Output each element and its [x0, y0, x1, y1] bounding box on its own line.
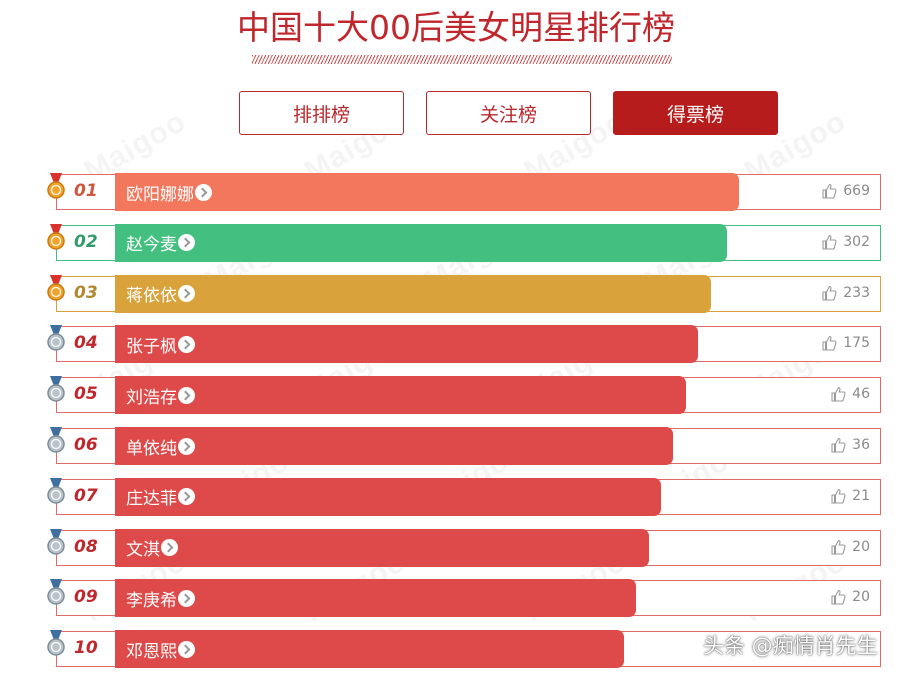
rank-number: 09 — [74, 587, 98, 608]
rank-bar: 赵今麦 — [115, 223, 727, 262]
chevron-right-icon[interactable] — [161, 539, 178, 557]
star-name-link[interactable]: 蒋依依 — [126, 286, 177, 307]
chevron-right-icon[interactable] — [178, 640, 195, 658]
star-name-link[interactable]: 赵今麦 — [126, 235, 177, 256]
gold-medal-icon — [46, 223, 66, 252]
rank-row[interactable]: 04 张子枫 175 — [46, 325, 886, 365]
star-name-link[interactable]: 张子枫 — [126, 336, 177, 357]
page-title: 中国十大00后美女明星排行榜 — [237, 8, 675, 47]
vote-count-value: 21 — [852, 487, 870, 504]
rank-row[interactable]: 08 文淇 20 — [46, 528, 886, 569]
rank-number: 10 — [74, 638, 98, 659]
rank-number: 05 — [74, 384, 98, 405]
ranking-tabs: 排排榜 关注榜 得票榜 — [0, 91, 912, 137]
gold-medal-icon — [46, 173, 66, 201]
vote-count-value: 20 — [852, 538, 870, 555]
thumbs-up-icon[interactable] — [830, 488, 846, 504]
rank-number: 02 — [74, 231, 98, 252]
vote-count[interactable]: 669 — [821, 183, 870, 199]
tab-paipaibang[interactable]: 排排榜 — [239, 91, 404, 135]
gold-medal-icon — [46, 274, 66, 303]
credit-watermark: 头条 @痴情肖先生 — [703, 634, 878, 658]
vote-count-value: 46 — [852, 386, 870, 403]
rank-row[interactable]: 06 单依纯 36 — [46, 427, 886, 467]
thumbs-up-icon[interactable] — [821, 285, 837, 301]
rank-bar: 单依纯 — [115, 427, 673, 465]
star-name-link[interactable]: 庄达菲 — [126, 489, 177, 510]
chevron-right-icon[interactable] — [178, 437, 195, 455]
silver-medal-icon — [46, 427, 66, 455]
rank-bar: 张子枫 — [115, 325, 698, 364]
vote-count-value: 669 — [843, 183, 870, 199]
rank-bar: 欧阳娜娜 — [115, 173, 739, 211]
chevron-right-icon[interactable] — [195, 183, 212, 201]
rank-number: 04 — [74, 333, 98, 354]
chevron-right-icon[interactable] — [178, 285, 195, 303]
thumbs-up-icon[interactable] — [830, 539, 846, 555]
silver-medal-icon — [46, 376, 66, 404]
silver-medal-icon — [46, 630, 66, 658]
title-decoration — [252, 55, 672, 64]
vote-count-value: 302 — [843, 233, 870, 250]
star-name-link[interactable]: 李庚希 — [126, 590, 177, 611]
star-name-link[interactable]: 刘浩存 — [126, 387, 177, 408]
rank-number: 07 — [74, 485, 98, 506]
rank-row[interactable]: 01 欧阳娜娜 669 — [46, 173, 886, 213]
thumbs-up-icon[interactable] — [821, 335, 837, 351]
chevron-right-icon[interactable] — [178, 589, 195, 607]
vote-count-value: 175 — [843, 335, 870, 352]
silver-medal-icon — [46, 528, 66, 557]
rank-bar: 庄达菲 — [115, 477, 661, 516]
chevron-right-icon[interactable] — [178, 335, 195, 353]
rank-number: 08 — [74, 536, 98, 557]
rank-row[interactable]: 05 刘浩存 46 — [46, 376, 886, 416]
rank-row[interactable]: 10 邓恩熙 — [46, 630, 886, 670]
rank-number: 06 — [74, 435, 98, 455]
vote-count[interactable]: 175 — [821, 335, 870, 351]
rank-number: 03 — [74, 282, 98, 303]
vote-count-value: 20 — [852, 589, 870, 606]
vote-count-value: 36 — [852, 437, 870, 453]
vote-count[interactable]: 20 — [830, 539, 870, 555]
chevron-right-icon[interactable] — [178, 234, 195, 252]
rank-bar: 文淇 — [115, 528, 649, 567]
rank-number: 01 — [74, 181, 98, 201]
vote-count[interactable]: 46 — [830, 386, 870, 402]
star-name-link[interactable]: 欧阳娜娜 — [126, 184, 194, 205]
rank-row[interactable]: 09 李庚希 20 — [46, 579, 886, 619]
star-name-link[interactable]: 邓恩熙 — [126, 641, 177, 662]
rank-bar: 李庚希 — [115, 579, 636, 618]
star-name-link[interactable]: 文淇 — [126, 540, 160, 561]
thumbs-up-icon[interactable] — [821, 183, 837, 199]
chevron-right-icon[interactable] — [178, 386, 195, 404]
thumbs-up-icon[interactable] — [830, 437, 846, 453]
vote-count[interactable]: 302 — [821, 234, 870, 250]
tab-depiaobang[interactable]: 得票榜 — [613, 91, 778, 135]
vote-count[interactable]: 36 — [830, 437, 870, 453]
star-name-link[interactable]: 单依纯 — [126, 438, 177, 459]
thumbs-up-icon[interactable] — [830, 589, 846, 605]
chevron-right-icon[interactable] — [178, 488, 195, 506]
vote-count[interactable]: 233 — [821, 285, 870, 301]
rank-bar: 刘浩存 — [115, 376, 686, 415]
rank-row[interactable]: 07 庄达菲 21 — [46, 477, 886, 518]
vote-count[interactable]: 21 — [830, 488, 870, 504]
silver-medal-icon — [46, 579, 66, 607]
silver-medal-icon — [46, 325, 66, 353]
rank-bar: 邓恩熙 — [115, 630, 624, 669]
rank-row[interactable]: 03 蒋依依 233 — [46, 274, 886, 315]
rank-row[interactable]: 02 赵今麦 302 — [46, 223, 886, 264]
thumbs-up-icon[interactable] — [821, 234, 837, 250]
tab-guanzhubang[interactable]: 关注榜 — [426, 91, 591, 135]
thumbs-up-icon[interactable] — [830, 386, 846, 402]
silver-medal-icon — [46, 477, 66, 506]
vote-count[interactable]: 20 — [830, 589, 870, 605]
rank-bar: 蒋依依 — [115, 274, 711, 313]
vote-count-value: 233 — [843, 284, 870, 301]
